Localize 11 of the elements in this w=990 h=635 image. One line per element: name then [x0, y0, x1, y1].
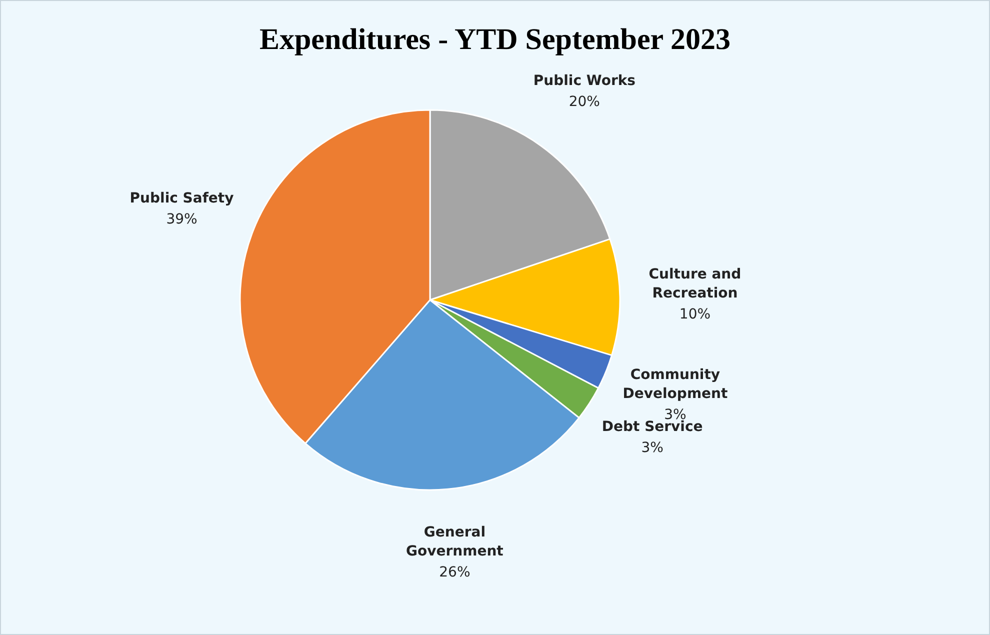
slice-label: Public Safety — [130, 190, 234, 207]
data-label: 3% — [641, 440, 664, 456]
slice-label: General Government — [406, 524, 504, 560]
chart-title: Expenditures - YTD September 2023 — [259, 23, 731, 56]
data-label: 20% — [568, 94, 600, 110]
data-label: 39% — [166, 212, 198, 228]
data-label: 10% — [679, 306, 711, 323]
slice-label: Culture and Recreation — [648, 266, 742, 302]
slice-label: Public Works — [533, 72, 636, 89]
data-label: 26% — [439, 564, 470, 580]
slice-label: Community Development — [622, 367, 728, 402]
